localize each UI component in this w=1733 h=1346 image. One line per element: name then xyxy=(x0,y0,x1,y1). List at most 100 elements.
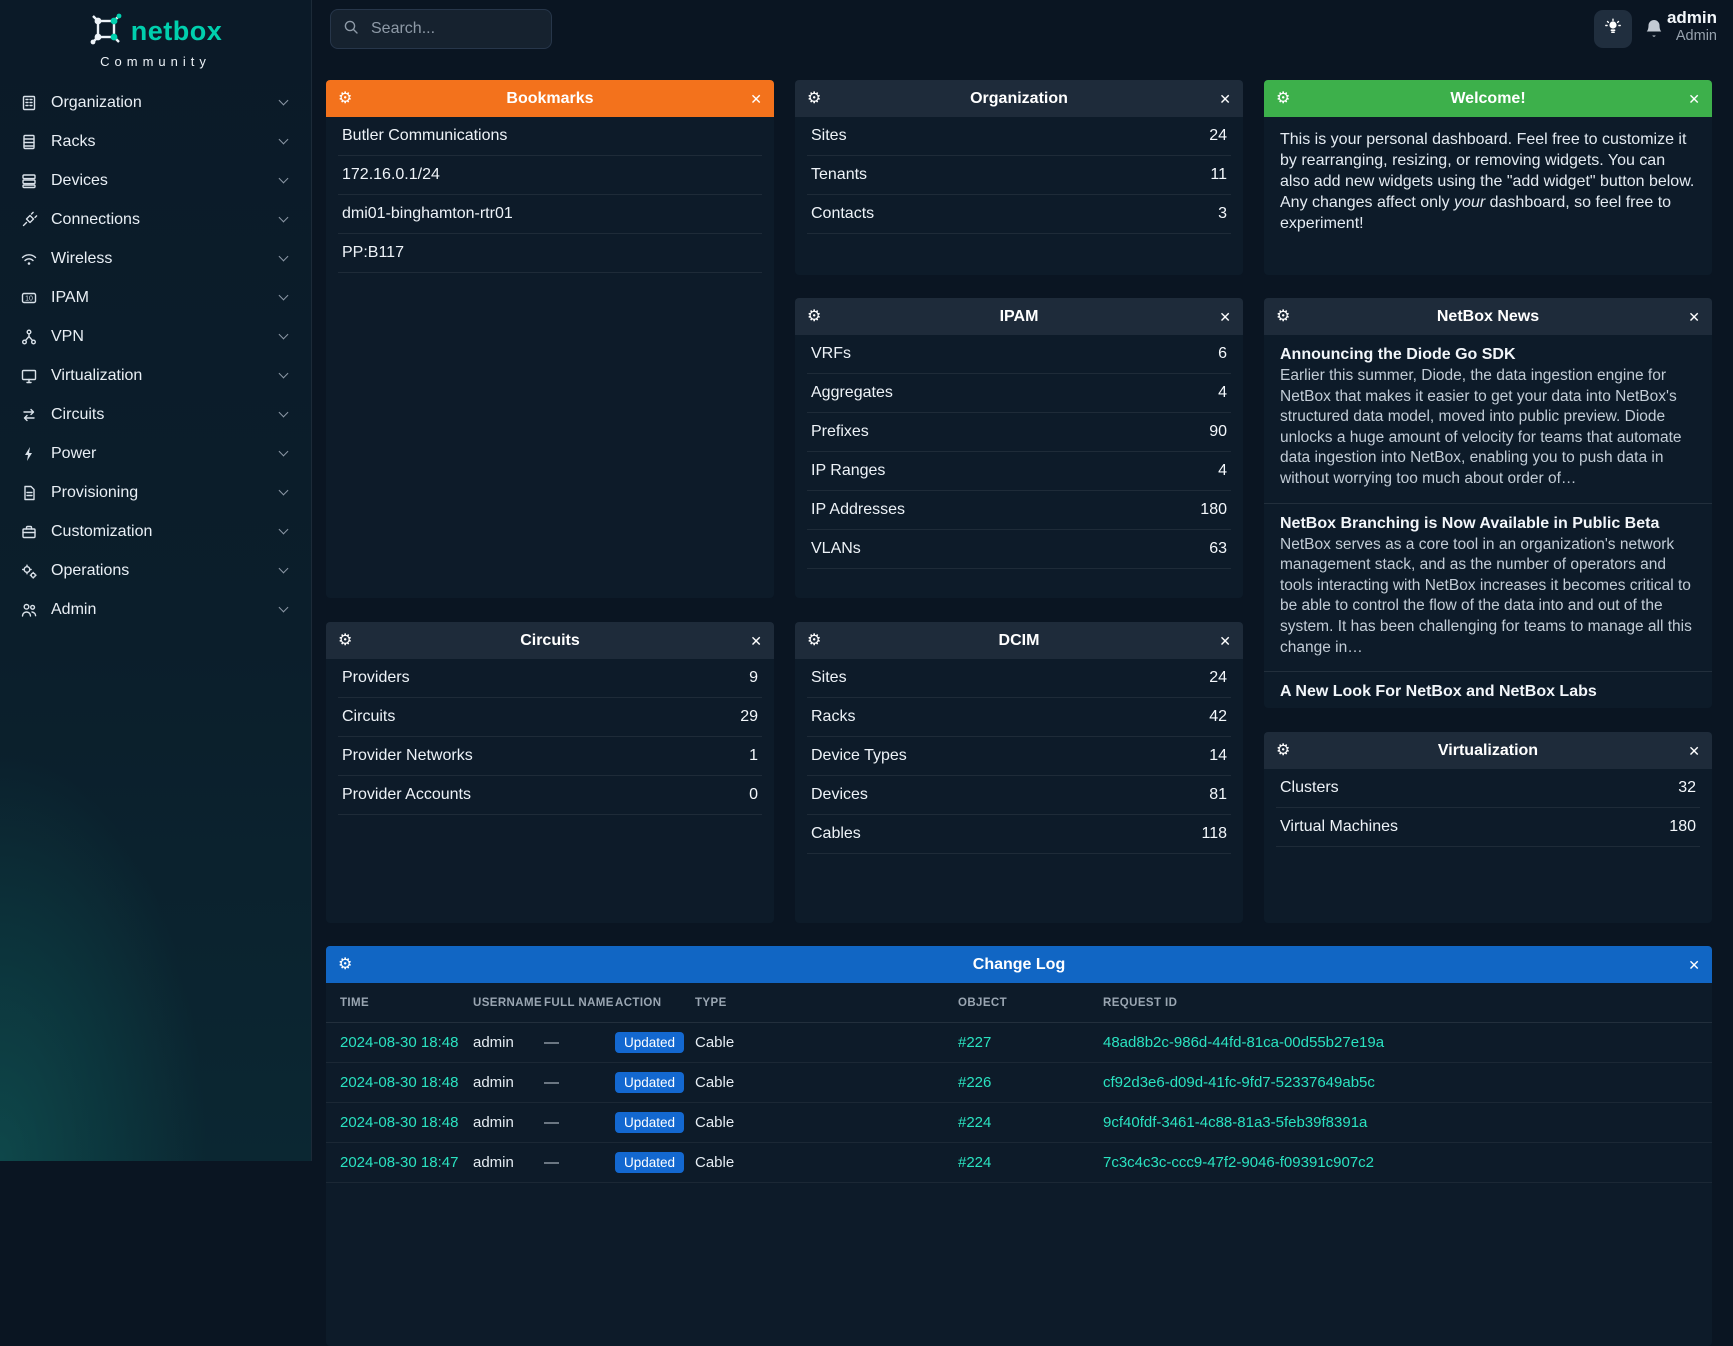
sidebar-item-label: Admin xyxy=(51,600,97,618)
stat-link[interactable]: Virtual Machines xyxy=(1280,818,1398,835)
sidebar-item[interactable]: Customization xyxy=(0,512,311,551)
stat-value: 81 xyxy=(1209,786,1227,803)
stat-link[interactable]: IP Ranges xyxy=(811,462,886,479)
close-icon[interactable]: ✕ xyxy=(1688,956,1700,973)
search-box[interactable] xyxy=(330,9,552,49)
sidebar-item[interactable]: Operations xyxy=(0,551,311,590)
stat-row: Circuits 29 xyxy=(338,698,762,737)
stat-link[interactable]: Contacts xyxy=(811,205,875,222)
stat-link[interactable]: Providers xyxy=(342,669,410,686)
change-time-link[interactable]: 2024-08-30 18:48 xyxy=(340,1114,459,1131)
stat-link[interactable]: IP Addresses xyxy=(811,501,905,518)
change-time-link[interactable]: 2024-08-30 18:48 xyxy=(340,1074,459,1091)
close-icon[interactable]: ✕ xyxy=(1688,742,1700,759)
ipam-stats: VRFs 6 Aggregates 4 Prefixes 90 IP Range… xyxy=(795,335,1243,569)
changelog-widget: ⚙ Change Log ✕ TIME USERNAME FULL NAME A… xyxy=(326,946,1712,1346)
sidebar-item[interactable]: Circuits xyxy=(0,395,311,434)
change-time-link[interactable]: 2024-08-30 18:47 xyxy=(340,1154,459,1171)
stat-link[interactable]: Cables xyxy=(811,825,861,842)
sidebar-item[interactable]: Admin xyxy=(0,590,311,629)
theme-toggle-button[interactable] xyxy=(1594,10,1632,48)
close-icon[interactable]: ✕ xyxy=(1219,90,1231,107)
stat-row: VRFs 6 xyxy=(807,335,1231,374)
search-input[interactable] xyxy=(369,19,539,39)
brand[interactable]: netbox Community xyxy=(0,0,311,69)
sidebar-item[interactable]: Virtualization xyxy=(0,356,311,395)
close-icon[interactable]: ✕ xyxy=(1688,90,1700,107)
stat-link[interactable]: Sites xyxy=(811,669,847,686)
chevron-down-icon xyxy=(278,524,289,535)
stat-row: Cables 118 xyxy=(807,815,1231,854)
gear-icon[interactable]: ⚙ xyxy=(338,631,353,649)
stat-link[interactable]: VRFs xyxy=(811,345,851,362)
close-icon[interactable]: ✕ xyxy=(750,90,762,107)
stat-value: 1 xyxy=(749,747,758,764)
stat-link[interactable]: Sites xyxy=(811,127,847,144)
close-icon[interactable]: ✕ xyxy=(1688,308,1700,325)
gear-icon[interactable]: ⚙ xyxy=(1276,307,1291,325)
change-type: Cable xyxy=(695,1034,735,1051)
chevron-down-icon xyxy=(278,329,289,340)
chevron-down-icon xyxy=(278,563,289,574)
user-menu[interactable]: admin Admin xyxy=(1667,8,1717,46)
gear-icon[interactable]: ⚙ xyxy=(807,307,822,325)
users-icon xyxy=(20,601,38,619)
close-icon[interactable]: ✕ xyxy=(1219,632,1231,649)
gear-icon[interactable]: ⚙ xyxy=(338,89,353,107)
sidebar-item[interactable]: Devices xyxy=(0,161,311,200)
change-request-id-link[interactable]: 7c3c4c3c-ccc9-47f2-9046-f09391c907c2 xyxy=(1103,1154,1375,1171)
change-request-id-link[interactable]: cf92d3e6-d09d-41fc-9fd7-52337649ab5c xyxy=(1103,1074,1375,1091)
stat-link[interactable]: Aggregates xyxy=(811,384,893,401)
sidebar-item-label: Devices xyxy=(51,171,108,189)
bookmark-link[interactable]: PP:B117 xyxy=(338,234,762,273)
gear-icon[interactable]: ⚙ xyxy=(807,631,822,649)
stat-link[interactable]: Tenants xyxy=(811,166,868,183)
notifications-button[interactable] xyxy=(1644,18,1664,45)
stat-link[interactable]: Circuits xyxy=(342,708,396,725)
stat-link[interactable]: Provider Accounts xyxy=(342,786,471,803)
gear-icon[interactable]: ⚙ xyxy=(807,89,822,107)
change-object-link[interactable]: #224 xyxy=(958,1114,992,1131)
stat-link[interactable]: Racks xyxy=(811,708,856,725)
change-request-id-link[interactable]: 9cf40fdf-3461-4c88-81a3-5feb39f8391a xyxy=(1103,1114,1368,1131)
stat-link[interactable]: Provider Networks xyxy=(342,747,473,764)
stat-link[interactable]: Device Types xyxy=(811,747,907,764)
sidebar-item[interactable]: 10 IPAM xyxy=(0,278,311,317)
sidebar-item[interactable]: VPN xyxy=(0,317,311,356)
gear-icon[interactable]: ⚙ xyxy=(1276,741,1291,759)
bookmark-link[interactable]: dmi01-binghamton-rtr01 xyxy=(338,195,762,234)
document-icon xyxy=(20,484,38,502)
stat-value: 4 xyxy=(1218,462,1227,479)
close-icon[interactable]: ✕ xyxy=(1219,308,1231,325)
sidebar-item[interactable]: Provisioning xyxy=(0,473,311,512)
change-object-link[interactable]: #224 xyxy=(958,1154,992,1171)
news-title-link[interactable]: A New Look For NetBox and NetBox Labs xyxy=(1280,683,1597,701)
news-title-link[interactable]: NetBox Branching is Now Available in Pub… xyxy=(1280,514,1660,532)
sidebar-item[interactable]: Organization xyxy=(0,83,311,122)
stat-row: Devices 81 xyxy=(807,776,1231,815)
stat-link[interactable]: Prefixes xyxy=(811,423,869,440)
stat-link[interactable]: Clusters xyxy=(1280,779,1339,796)
sidebar-item-label: Customization xyxy=(51,522,153,540)
gear-icon[interactable]: ⚙ xyxy=(1276,89,1291,107)
stat-link[interactable]: Devices xyxy=(811,786,868,803)
gear-icon[interactable]: ⚙ xyxy=(338,955,353,973)
widget-title: Organization xyxy=(970,89,1068,107)
close-icon[interactable]: ✕ xyxy=(750,632,762,649)
stat-link[interactable]: VLANs xyxy=(811,540,861,557)
news-title-link[interactable]: Announcing the Diode Go SDK xyxy=(1280,346,1516,363)
bookmark-link[interactable]: Butler Communications xyxy=(338,117,762,156)
change-username: admin xyxy=(473,1074,514,1091)
change-username: admin xyxy=(473,1034,514,1051)
change-object-link[interactable]: #226 xyxy=(958,1074,992,1091)
change-request-id-link[interactable]: 48ad8b2c-986d-44fd-81ca-00d55b27e19a xyxy=(1103,1034,1385,1051)
chevron-down-icon xyxy=(278,251,289,262)
sidebar-item[interactable]: Wireless xyxy=(0,239,311,278)
change-object-link[interactable]: #227 xyxy=(958,1034,992,1051)
change-time-link[interactable]: 2024-08-30 18:48 xyxy=(340,1034,459,1051)
sidebar-item[interactable]: Racks xyxy=(0,122,311,161)
bookmark-link[interactable]: 172.16.0.1/24 xyxy=(338,156,762,195)
change-type: Cable xyxy=(695,1074,735,1091)
sidebar-item[interactable]: Connections xyxy=(0,200,311,239)
sidebar-item[interactable]: Power xyxy=(0,434,311,473)
